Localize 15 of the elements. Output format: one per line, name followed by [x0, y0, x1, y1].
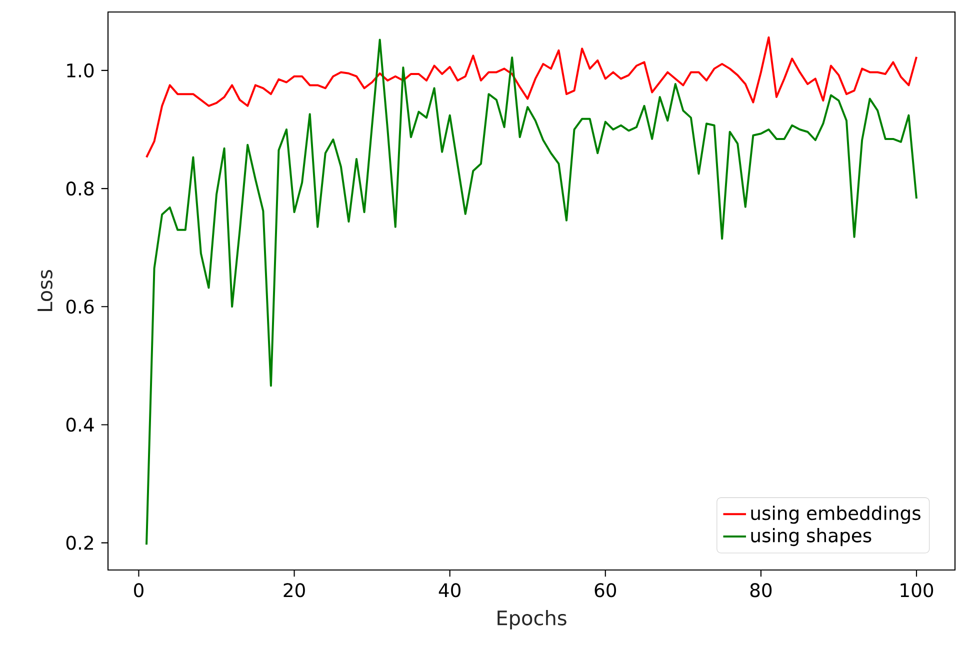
x-axis-title: Epochs [498, 610, 566, 630]
y-axis-title: Loss [38, 270, 52, 311]
y-tick-label: 0.6 [66, 300, 94, 314]
x-tick-label: 100 [900, 583, 934, 598]
y-tick-label: 0.4 [66, 418, 94, 432]
legend-label: using shapes [751, 528, 872, 546]
x-tick-label: 0 [134, 583, 144, 598]
y-tick-label: 0.8 [66, 181, 94, 196]
x-tick-label: 80 [750, 583, 772, 598]
x-tick-label: 60 [594, 583, 616, 598]
x-tick-label: 20 [284, 583, 305, 598]
x-tick-label: 40 [438, 583, 460, 598]
y-tick-label: 0.2 [66, 536, 93, 550]
y-tick-label: 1.0 [67, 63, 94, 78]
legend-label: using embeddings [751, 506, 920, 524]
